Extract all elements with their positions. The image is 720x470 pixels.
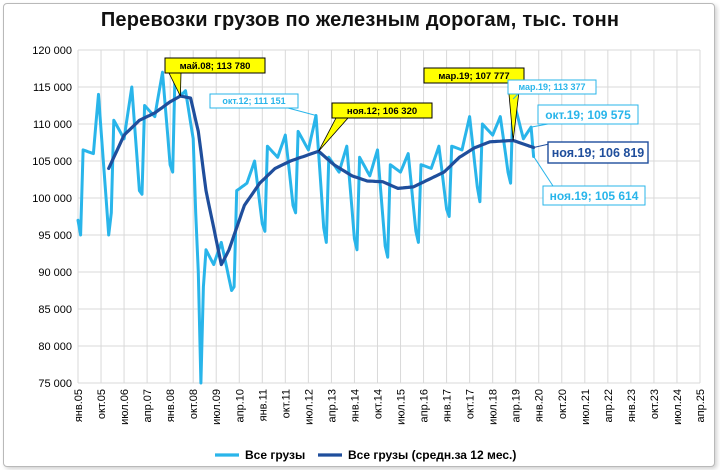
legend: Все грузы Все грузы (средн.за 12 мес.): [215, 448, 516, 462]
x-tick-label: июл.24: [672, 389, 684, 425]
x-tick-label: апр.22: [603, 389, 615, 422]
annotation-pointer: [530, 123, 549, 128]
x-tick-label: окт.23: [649, 389, 661, 419]
x-tick-label: июл.12: [303, 389, 315, 425]
annotation-label: окт.12; 111 151: [222, 96, 285, 106]
x-tick-label: июл.06: [119, 389, 131, 425]
x-tick-label: янв.23: [626, 389, 638, 422]
x-tick-label: апр.07: [142, 389, 154, 422]
y-tick-label: 100 000: [32, 193, 72, 205]
annotation-pointer: [287, 107, 317, 116]
x-tick-label: апр.19: [511, 389, 523, 422]
annotation-label: май.08; 113 780: [180, 61, 251, 72]
annotation-label: мар.19; 113 377: [518, 82, 585, 92]
annotation-box: [209, 93, 299, 109]
annotation-pointer: [512, 93, 519, 100]
x-tick-label: июл.15: [396, 389, 408, 425]
y-tick-label: 110 000: [33, 119, 72, 131]
annotation-label: мар.19; 107 777: [438, 71, 509, 82]
annotation-box: [547, 141, 649, 164]
annotation-label: ноя.12; 106 320: [347, 106, 417, 117]
x-tick-labels: янв.05 окт.05 июл.06 апр.07 янв.08 окт.08 июл.…: [73, 389, 707, 425]
legend-item: Все грузы: [245, 448, 305, 462]
y-tick-labels: 75 000 80 000 85 000 90 000 95 000 100 000 105…: [32, 45, 72, 390]
legend-item: Все грузы (средн.за 12 мес.): [348, 448, 516, 462]
x-tick-label: янв.14: [349, 389, 361, 422]
y-tick-label: 90 000: [38, 267, 72, 279]
annotation-box: [164, 57, 266, 74]
x-tick-label: янв.05: [73, 389, 85, 422]
x-tick-label: апр.13: [326, 389, 338, 422]
y-tick-label: 85 000: [38, 304, 72, 316]
y-tick-label: 75 000: [38, 378, 72, 390]
x-tick-label: окт.14: [372, 389, 384, 419]
x-tick-label: окт.17: [465, 389, 477, 419]
series-line-monthly: [76, 59, 536, 385]
x-tick-label: окт.20: [557, 389, 569, 419]
y-tick-label: 120 000: [32, 45, 72, 57]
x-tick-label: июл.09: [211, 389, 223, 425]
x-tick-label: апр.10: [234, 389, 246, 422]
annotation-box: [507, 79, 597, 95]
x-tick-label: апр.16: [419, 389, 431, 422]
x-tick-label: янв.08: [165, 389, 177, 422]
y-tick-label: 115 000: [33, 82, 72, 94]
x-tick-label: янв.20: [534, 389, 546, 422]
x-tick-label: июл.21: [580, 389, 592, 425]
annotations: май.08; 113 780 окт.12; 111 151 ноя.12; 10…: [164, 57, 649, 206]
series-line-average: [107, 94, 536, 267]
annotation-box: [542, 185, 646, 206]
annotation-box: [423, 67, 525, 84]
x-tick-label: окт.11: [280, 389, 292, 418]
x-tick-label: июл.18: [488, 389, 500, 425]
x-tick-label: апр.25: [695, 389, 707, 422]
annotation-box: [537, 104, 639, 125]
annotation-label: ноя.19; 106 819: [552, 146, 645, 160]
annotation-pointer: [318, 117, 349, 152]
x-tick-label: янв.17: [442, 389, 454, 422]
x-tick-label: янв.11: [257, 389, 269, 421]
y-tick-label: 95 000: [38, 230, 72, 242]
series-lines: [76, 59, 536, 385]
annotation-label: окт.19; 109 575: [545, 108, 631, 122]
y-tick-label: 105 000: [32, 156, 72, 168]
y-tick-label: 80 000: [38, 341, 72, 353]
x-tick-label: окт.08: [188, 389, 200, 419]
chart-title: Перевозки грузов по железным дорогам, ты…: [100, 9, 620, 31]
annotation-label: ноя.19; 105 614: [550, 189, 639, 203]
x-tick-label: окт.05: [96, 389, 108, 419]
annotation-pointer: [533, 156, 554, 187]
annotation-box: [331, 102, 433, 119]
